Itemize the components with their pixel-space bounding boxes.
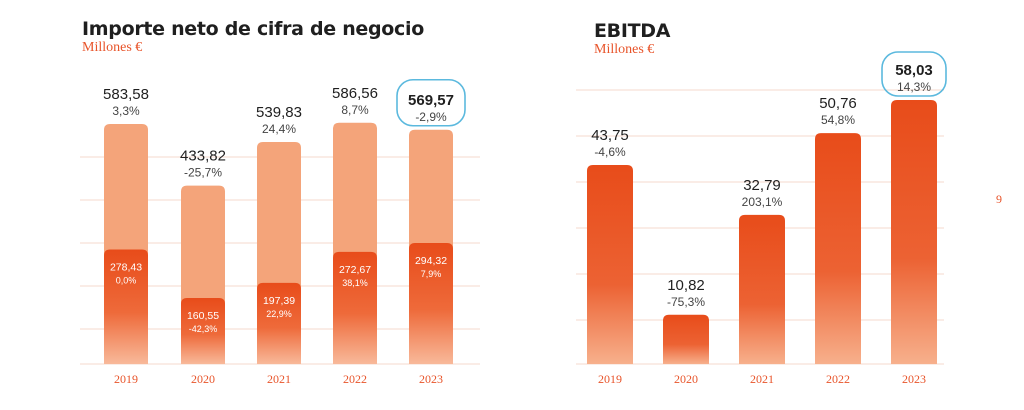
revenue-category-label: 2023 — [419, 372, 443, 386]
ebitda-category-label: 2022 — [826, 372, 850, 386]
revenue-change-label: 24,4% — [262, 122, 296, 136]
ebitda-bar — [587, 164, 633, 364]
revenue-category-label: 2021 — [267, 372, 291, 386]
ebitda-category-label: 2021 — [750, 372, 774, 386]
revenue-change-label: 3,3% — [112, 104, 140, 118]
ebitda-value-label: 10,82 — [667, 277, 705, 294]
revenue-bar-inner — [333, 251, 377, 364]
revenue-inner-value-label: 197,39 — [263, 295, 295, 307]
revenue-inner-value-label: 272,67 — [339, 264, 371, 276]
revenue-inner-value-label: 278,43 — [110, 261, 142, 273]
revenue-bar-inner — [257, 282, 301, 364]
revenue-value-label: 569,57 — [408, 92, 454, 109]
revenue-value-label: 583,58 — [103, 86, 149, 103]
ebitda-bar — [815, 133, 861, 364]
ebitda-change-label: 14,3% — [897, 80, 931, 94]
revenue-inner-change-label: 7,9% — [421, 269, 442, 279]
ebitda-category-label: 2023 — [902, 372, 926, 386]
ebitda-category-label: 2020 — [674, 372, 698, 386]
revenue-inner-value-label: 294,32 — [415, 255, 447, 267]
revenue-inner-change-label: 0,0% — [116, 275, 137, 285]
revenue-highlight-outline — [396, 78, 466, 127]
revenue-value-label: 539,83 — [256, 104, 302, 121]
ebitda-value-label: 43,75 — [591, 127, 629, 144]
ebitda-bar — [891, 100, 937, 364]
ebitda-bar — [663, 314, 709, 364]
page-number: 9 — [996, 192, 1002, 206]
revenue-inner-value-label: 160,55 — [187, 310, 219, 322]
ebitda-change-label: 203,1% — [742, 195, 783, 209]
revenue-category-label: 2020 — [191, 372, 215, 386]
ebitda-bar — [739, 214, 785, 364]
ebitda-value-label: 32,79 — [743, 177, 781, 194]
revenue-change-label: -25,7% — [184, 166, 222, 180]
revenue-category-label: 2022 — [343, 372, 367, 386]
ebitda-change-label: -4,6% — [594, 145, 626, 159]
ebitda-value-label: 50,76 — [819, 95, 857, 112]
ebitda-value-label: 58,03 — [895, 62, 933, 79]
ebitda-category-label: 2019 — [598, 372, 622, 386]
revenue-bar-inner — [409, 242, 453, 364]
revenue-inner-change-label: -42,3% — [189, 324, 218, 334]
revenue-bar-inner — [181, 297, 225, 364]
revenue-chart-title: Importe neto de cifra de negocio — [82, 18, 424, 40]
revenue-chart-subtitle: Millones € — [82, 40, 143, 55]
revenue-inner-change-label: 22,9% — [266, 309, 292, 319]
ebitda-chart-title: EBITDA — [594, 20, 671, 42]
revenue-value-label: 433,82 — [180, 148, 226, 165]
ebitda-chart-subtitle: Millones € — [594, 42, 655, 57]
ebitda-change-label: -75,3% — [667, 295, 705, 309]
revenue-change-label: -2,9% — [415, 110, 447, 124]
ebitda-highlight-outline — [881, 51, 947, 97]
revenue-bar-inner — [104, 249, 148, 364]
revenue-value-label: 586,56 — [332, 85, 378, 102]
revenue-change-label: 8,7% — [341, 103, 369, 117]
ebitda-change-label: 54,8% — [821, 113, 855, 127]
revenue-inner-change-label: 38,1% — [342, 278, 368, 288]
revenue-category-label: 2019 — [114, 372, 138, 386]
